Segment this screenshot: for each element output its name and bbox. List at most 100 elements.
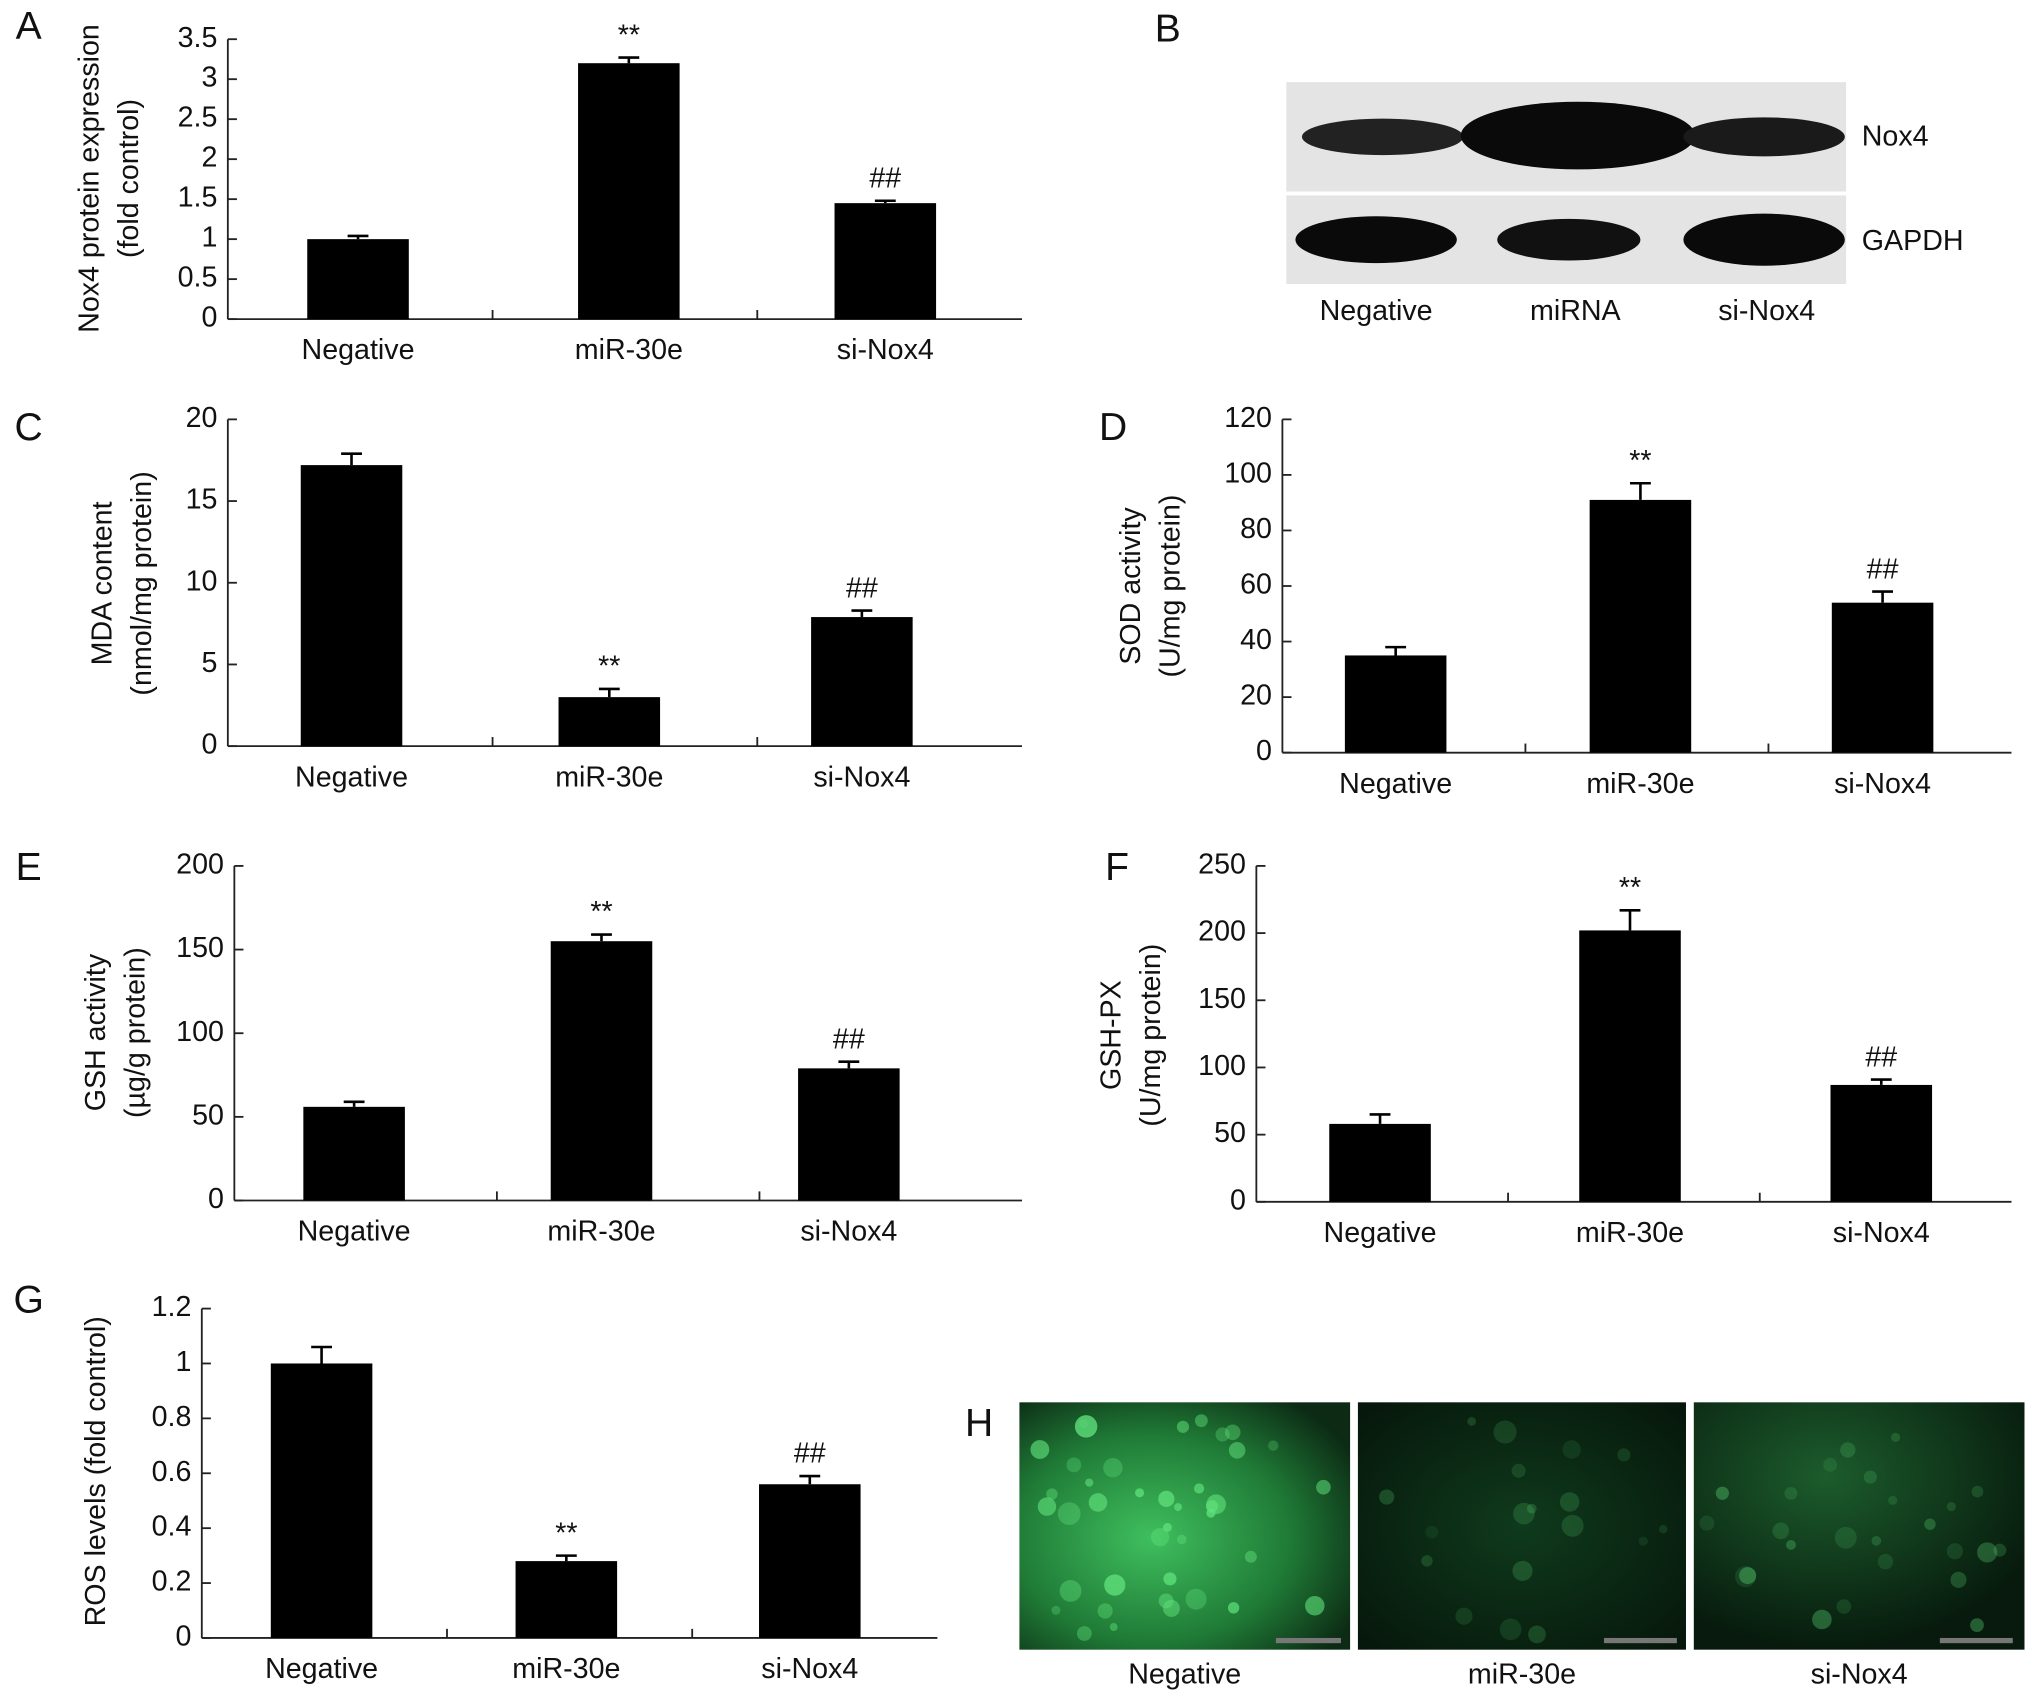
micrograph bbox=[1019, 1402, 1351, 1650]
y-tick-label: 120 bbox=[1224, 402, 1272, 434]
y-tick-label: 150 bbox=[1198, 983, 1246, 1015]
error-bar bbox=[874, 199, 896, 204]
cell bbox=[1097, 1603, 1113, 1619]
bar bbox=[558, 697, 661, 747]
bar bbox=[307, 239, 409, 320]
panel-letter: E bbox=[16, 846, 42, 889]
cell bbox=[1163, 1572, 1177, 1586]
cell bbox=[1227, 1602, 1240, 1614]
panel-letter: C bbox=[15, 406, 43, 449]
y-axis-label: (fold control) bbox=[113, 99, 145, 258]
cell bbox=[1739, 1567, 1757, 1585]
cell bbox=[1051, 1605, 1061, 1615]
y-tick-label: 60 bbox=[1240, 569, 1272, 601]
x-tick-label: miR-30e bbox=[512, 1653, 620, 1685]
lane-label: miRNA bbox=[1530, 295, 1622, 327]
y-tick-label: 0.2 bbox=[152, 1566, 192, 1598]
cell bbox=[1617, 1448, 1631, 1462]
significance-label: ** bbox=[1619, 872, 1641, 904]
cell bbox=[1946, 1543, 1964, 1560]
cell bbox=[1421, 1555, 1433, 1567]
y-tick-label: 1.5 bbox=[178, 182, 218, 214]
significance-label: ## bbox=[1867, 553, 1899, 585]
y-tick-label: 3.5 bbox=[178, 22, 218, 54]
cell bbox=[1513, 1502, 1535, 1525]
cell bbox=[1076, 1626, 1092, 1641]
error-bar bbox=[838, 1060, 860, 1069]
lane-label: si-Nox4 bbox=[1718, 295, 1815, 327]
y-axis-label: SOD activity bbox=[1115, 507, 1147, 665]
bar bbox=[1830, 1084, 1933, 1202]
error-bar bbox=[1385, 645, 1407, 656]
significance-label: ## bbox=[1865, 1041, 1897, 1073]
cell bbox=[1379, 1489, 1395, 1505]
cell bbox=[1074, 1415, 1098, 1438]
x-tick-label: miR-30e bbox=[1576, 1217, 1684, 1249]
error-bar bbox=[1872, 590, 1893, 603]
x-tick-label: Negative bbox=[1324, 1217, 1437, 1249]
x-tick-label: Negative bbox=[302, 334, 415, 366]
x-tick-label: si-Nox4 bbox=[1834, 768, 1931, 800]
y-axis-label: GSH-PX bbox=[1096, 980, 1128, 1090]
cell bbox=[1834, 1526, 1857, 1549]
bar bbox=[515, 1561, 618, 1638]
cell bbox=[1735, 1566, 1757, 1588]
cell bbox=[1715, 1486, 1729, 1500]
cell bbox=[1638, 1536, 1648, 1546]
cell bbox=[1888, 1495, 1898, 1505]
cell bbox=[1079, 1419, 1089, 1429]
y-tick-label: 100 bbox=[1224, 457, 1272, 489]
y-tick-label: 250 bbox=[1198, 848, 1246, 880]
bar bbox=[759, 1484, 861, 1638]
significance-label: ** bbox=[555, 1517, 577, 1549]
bar bbox=[303, 1106, 405, 1201]
error-bar bbox=[1870, 1078, 1892, 1085]
cell bbox=[1467, 1417, 1477, 1426]
image-label: miR-30e bbox=[1468, 1658, 1576, 1690]
y-tick-label: 0.4 bbox=[152, 1511, 192, 1543]
cell bbox=[1030, 1440, 1050, 1459]
cell bbox=[1526, 1503, 1537, 1514]
cell bbox=[1057, 1502, 1081, 1526]
panel-letter: F bbox=[1105, 846, 1129, 889]
cell bbox=[1511, 1463, 1526, 1478]
error-bar bbox=[347, 234, 369, 240]
bar bbox=[798, 1068, 900, 1201]
cell bbox=[1176, 1420, 1190, 1433]
y-axis-label: Nox4 protein expression bbox=[74, 24, 106, 333]
bar bbox=[270, 1363, 373, 1638]
y-axis-label: (µg/g protein) bbox=[119, 947, 151, 1118]
cell bbox=[1162, 1599, 1180, 1617]
cell bbox=[1493, 1420, 1517, 1444]
cell bbox=[1177, 1534, 1187, 1545]
cell bbox=[1088, 1493, 1108, 1512]
cell bbox=[1924, 1518, 1936, 1530]
cell bbox=[1305, 1596, 1325, 1616]
y-tick-label: 200 bbox=[176, 848, 224, 880]
cell bbox=[1877, 1553, 1894, 1570]
y-tick-label: 3 bbox=[201, 62, 217, 94]
cell bbox=[1562, 1440, 1581, 1459]
blot-band bbox=[1683, 213, 1845, 266]
cell bbox=[1784, 1486, 1798, 1500]
cell bbox=[1946, 1501, 1956, 1512]
y-tick-label: 10 bbox=[186, 565, 218, 597]
cell bbox=[1659, 1525, 1668, 1534]
bar bbox=[811, 617, 913, 747]
panel-letter: D bbox=[1099, 406, 1127, 449]
x-tick-label: miR-30e bbox=[1586, 768, 1694, 800]
cell bbox=[1812, 1609, 1832, 1630]
band-label: GAPDH bbox=[1862, 225, 1964, 257]
cell bbox=[1425, 1525, 1439, 1539]
cell bbox=[1512, 1560, 1533, 1581]
x-tick-label: miR-30e bbox=[555, 761, 663, 793]
blot-band bbox=[1497, 218, 1641, 261]
y-axis-label: (U/mg protein) bbox=[1135, 944, 1167, 1127]
scale-bar bbox=[1939, 1637, 2013, 1644]
error-bar bbox=[1369, 1113, 1391, 1124]
y-tick-label: 0 bbox=[1230, 1184, 1246, 1216]
cell bbox=[1224, 1424, 1241, 1441]
x-tick-label: si-Nox4 bbox=[800, 1216, 897, 1248]
error-bar bbox=[555, 1554, 577, 1562]
cell bbox=[1228, 1442, 1246, 1459]
